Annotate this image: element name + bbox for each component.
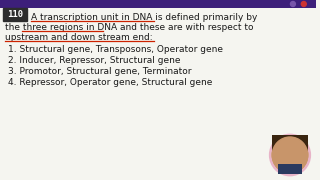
FancyBboxPatch shape [278,164,302,174]
FancyBboxPatch shape [272,135,308,151]
Circle shape [281,143,299,161]
Circle shape [272,137,308,173]
Text: A transcription unit in DNA is defined primarily by: A transcription unit in DNA is defined p… [31,12,257,21]
FancyBboxPatch shape [0,0,316,8]
Circle shape [272,137,308,173]
Text: 1. Structural gene, Transposons, Operator gene: 1. Structural gene, Transposons, Operato… [8,44,223,53]
Text: 3. Promotor, Structural gene, Terminator: 3. Promotor, Structural gene, Terminator [8,66,191,75]
Text: 2. Inducer, Repressor, Structural gene: 2. Inducer, Repressor, Structural gene [8,55,180,64]
Circle shape [270,135,310,175]
Text: the three regions in DNA and these are with respect to: the three regions in DNA and these are w… [5,22,253,32]
Circle shape [291,1,295,6]
Text: 110: 110 [7,10,23,19]
Text: 4. Repressor, Operator gene, Structural gene: 4. Repressor, Operator gene, Structural … [8,78,212,87]
Text: upstream and down stream end:: upstream and down stream end: [5,33,153,42]
Circle shape [301,1,306,6]
FancyBboxPatch shape [3,8,27,21]
